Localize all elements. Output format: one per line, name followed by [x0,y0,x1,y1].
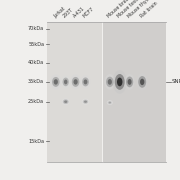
Text: 55kDa: 55kDa [28,42,44,47]
Ellipse shape [61,75,70,88]
Text: Mouse brain: Mouse brain [106,0,131,19]
Ellipse shape [62,98,70,105]
Text: 25kDa: 25kDa [28,99,44,104]
Ellipse shape [84,101,87,103]
Ellipse shape [82,77,89,86]
Bar [47,22,102,162]
Ellipse shape [54,79,58,85]
Ellipse shape [70,75,81,89]
Ellipse shape [125,74,135,90]
Ellipse shape [108,101,112,104]
Text: Mouse testis: Mouse testis [116,0,142,19]
Text: MCF7: MCF7 [82,6,95,19]
Ellipse shape [113,70,127,94]
Ellipse shape [128,79,132,85]
Ellipse shape [73,79,78,85]
Ellipse shape [105,74,115,90]
Ellipse shape [64,80,68,84]
Ellipse shape [117,78,122,86]
Ellipse shape [115,74,125,90]
Ellipse shape [109,102,111,103]
Ellipse shape [138,76,146,88]
Text: Rat brain: Rat brain [139,1,158,19]
Text: 40kDa: 40kDa [28,60,44,66]
Text: 70kDa: 70kDa [28,26,44,31]
Ellipse shape [84,79,87,84]
Ellipse shape [108,79,112,85]
Ellipse shape [106,77,114,87]
Ellipse shape [63,78,69,86]
Text: 15kDa: 15kDa [28,139,44,144]
Ellipse shape [64,100,67,103]
Ellipse shape [52,77,60,87]
Ellipse shape [81,75,90,89]
Ellipse shape [126,76,133,87]
Ellipse shape [72,77,79,87]
Ellipse shape [140,79,144,85]
Text: A-431: A-431 [72,6,86,19]
Ellipse shape [137,73,148,91]
Ellipse shape [51,75,61,89]
Text: 35kDa: 35kDa [28,79,44,84]
Text: SNRPA: SNRPA [172,79,180,84]
Ellipse shape [83,100,88,104]
Bar [103,22,166,162]
Ellipse shape [63,99,69,104]
Text: Mouse thymus: Mouse thymus [126,0,155,19]
Text: Jurkat: Jurkat [52,6,66,19]
Ellipse shape [82,99,89,105]
Ellipse shape [107,100,113,105]
Text: 293T: 293T [62,7,75,19]
